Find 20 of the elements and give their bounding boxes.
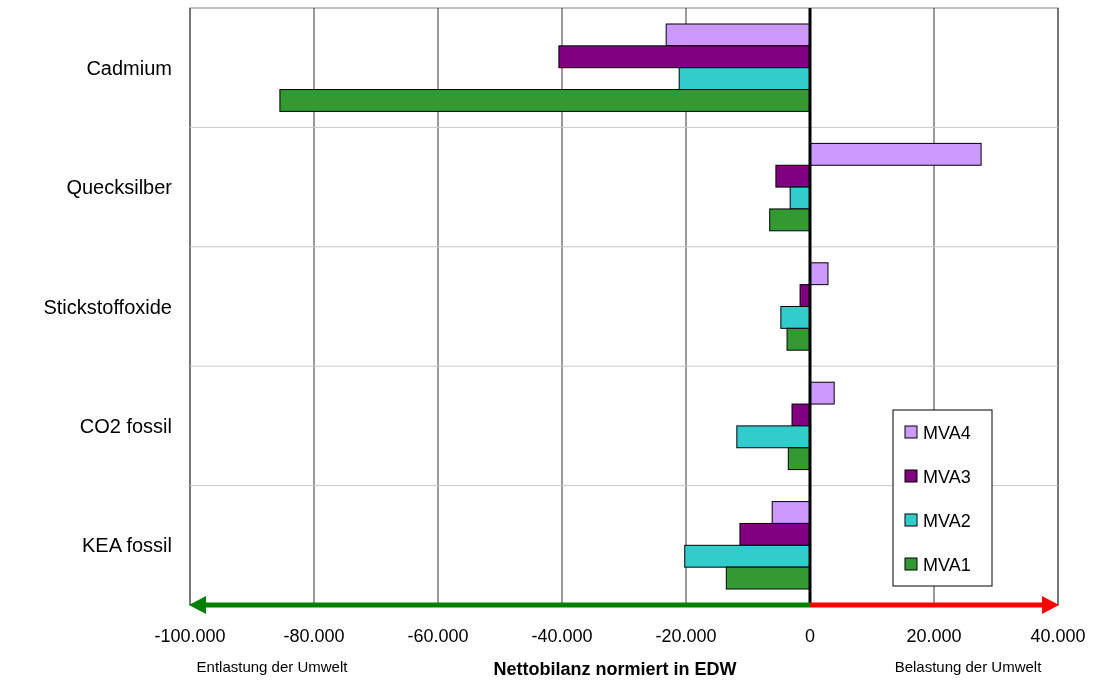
legend-label: MVA2 (923, 511, 971, 531)
x-tick-label: 40.000 (1030, 626, 1086, 646)
legend-label: MVA1 (923, 555, 971, 575)
x-tick-label: -20.000 (655, 626, 717, 646)
y-tick-label: Stickstoffoxide (43, 295, 172, 318)
x-tick-label: -100.000 (154, 626, 226, 646)
legend-label: MVA3 (923, 467, 971, 487)
x-tick-label: -60.000 (407, 626, 469, 646)
y-tick-label: CO2 fossil (79, 414, 172, 437)
x-tick-label: 0 (804, 626, 816, 646)
text: Belastung der Umwelt (894, 658, 1043, 675)
x-axis-title: Nettobilanz normiert in EDW (493, 659, 737, 679)
legend-label: MVA4 (923, 423, 971, 443)
y-tick-label: Quecksilber (66, 176, 173, 199)
y-tick-label: KEA fossil (81, 534, 172, 557)
x-tick-label: -80.000 (283, 626, 345, 646)
x-tick-label: 20.000 (906, 626, 962, 646)
y-tick-label: Cadmium (86, 56, 172, 79)
text: Entlastung der Umwelt (196, 658, 349, 675)
x-tick-label: -40.000 (531, 626, 593, 646)
